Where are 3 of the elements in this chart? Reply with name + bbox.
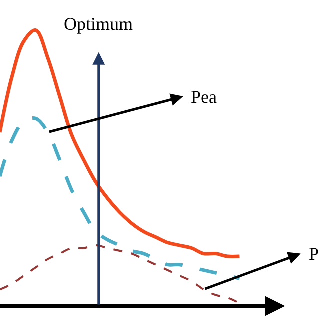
annotation: Pea bbox=[191, 87, 217, 107]
annotation: Optimum bbox=[64, 14, 134, 34]
text: P bbox=[309, 244, 320, 264]
